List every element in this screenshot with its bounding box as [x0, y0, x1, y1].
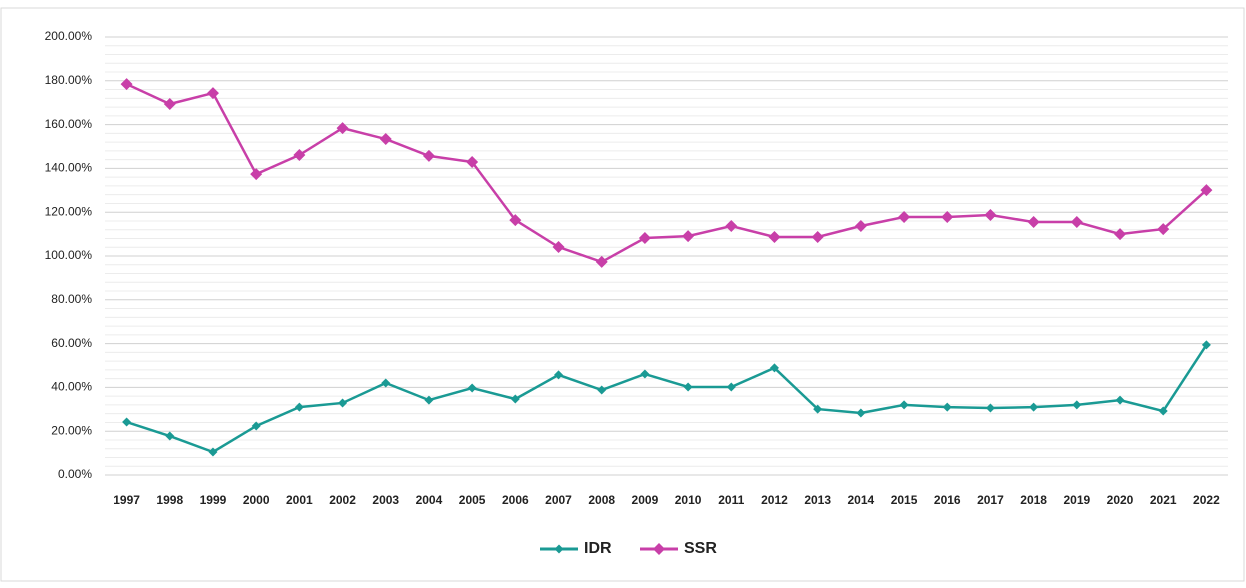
chart-frame — [0, 7, 1245, 582]
point — [813, 404, 823, 414]
x-tick-label: 2015 — [891, 493, 918, 507]
x-tick-label: 2007 — [545, 493, 572, 507]
point — [1027, 216, 1040, 229]
legend-item: SSR — [640, 540, 717, 557]
point — [1070, 216, 1083, 229]
x-tick-label: 2005 — [459, 493, 486, 507]
x-tick-label: 2000 — [243, 493, 270, 507]
point — [1072, 400, 1082, 410]
point — [1201, 340, 1211, 350]
point — [597, 385, 607, 395]
x-tick-label: 2009 — [632, 493, 659, 507]
x-tick-label: 2014 — [848, 493, 875, 507]
point — [941, 211, 954, 224]
y-tick-label: 160.00% — [45, 117, 93, 131]
point — [336, 122, 349, 135]
x-tick-label: 2019 — [1063, 493, 1090, 507]
point — [422, 149, 435, 162]
point — [381, 378, 391, 388]
point — [811, 230, 824, 243]
legend-label: IDR — [584, 540, 612, 557]
point — [640, 369, 650, 379]
x-tick-label: 2011 — [718, 493, 744, 507]
x-tick-label: 2021 — [1150, 493, 1177, 507]
y-tick-label: 60.00% — [51, 336, 92, 350]
x-tick-label: 2008 — [588, 493, 615, 507]
point — [206, 87, 219, 100]
legend-label: SSR — [684, 540, 717, 557]
point — [985, 403, 995, 413]
point — [1200, 184, 1213, 197]
point — [942, 402, 952, 412]
point — [379, 133, 392, 146]
point — [122, 417, 132, 427]
legend-marker — [554, 544, 564, 554]
point — [165, 431, 175, 441]
point — [725, 219, 738, 232]
x-tick-label: 2017 — [977, 493, 1004, 507]
point — [595, 255, 608, 268]
point — [120, 78, 133, 91]
x-tick-label: 2006 — [502, 493, 529, 507]
x-tick-label: 2004 — [416, 493, 443, 507]
x-tick-label: 1999 — [200, 493, 227, 507]
point — [768, 230, 781, 243]
legend-item: IDR — [540, 540, 612, 557]
y-tick-label: 180.00% — [45, 73, 93, 87]
point — [1115, 395, 1125, 405]
legend-marker — [653, 543, 665, 555]
point — [1158, 406, 1168, 416]
point — [467, 383, 477, 393]
point — [1114, 228, 1127, 241]
point — [338, 398, 348, 408]
point — [554, 370, 564, 380]
x-tick-label: 2003 — [372, 493, 399, 507]
point — [638, 232, 651, 245]
point — [552, 241, 565, 254]
point — [726, 382, 736, 392]
y-tick-label: 120.00% — [45, 204, 93, 218]
point — [854, 219, 867, 232]
series-line — [126, 344, 1208, 454]
point — [424, 395, 434, 405]
y-tick-label: 40.00% — [51, 380, 92, 394]
x-tick-label: 1997 — [113, 493, 140, 507]
y-tick-label: 20.00% — [51, 423, 92, 437]
point — [769, 363, 779, 373]
x-tick-label: 2001 — [286, 493, 313, 507]
point — [899, 400, 909, 410]
point — [250, 168, 263, 181]
x-tick-label: 1998 — [156, 493, 183, 507]
point — [509, 214, 522, 227]
point — [163, 98, 176, 111]
y-tick-label: 100.00% — [45, 248, 93, 262]
point — [293, 149, 306, 162]
point — [510, 394, 520, 404]
point — [898, 211, 911, 224]
point — [682, 230, 695, 243]
series-line — [126, 82, 1208, 264]
y-tick-label: 200.00% — [45, 29, 93, 43]
x-tick-label: 2013 — [804, 493, 831, 507]
y-tick-label: 140.00% — [45, 161, 93, 175]
point — [683, 382, 693, 392]
y-tick-label: 0.00% — [58, 467, 92, 481]
x-tick-label: 2018 — [1020, 493, 1047, 507]
x-tick-label: 2012 — [761, 493, 788, 507]
point — [1157, 223, 1170, 236]
point — [208, 447, 218, 457]
point — [294, 402, 304, 412]
x-tick-label: 2022 — [1193, 493, 1220, 507]
point — [856, 408, 866, 418]
x-tick-label: 2020 — [1107, 493, 1134, 507]
point — [251, 421, 261, 431]
x-tick-label: 2010 — [675, 493, 702, 507]
y-tick-label: 80.00% — [51, 292, 92, 306]
x-tick-label: 2016 — [934, 493, 961, 507]
point — [984, 209, 997, 222]
point — [1029, 402, 1039, 412]
x-tick-label: 2002 — [329, 493, 356, 507]
point — [466, 156, 479, 169]
